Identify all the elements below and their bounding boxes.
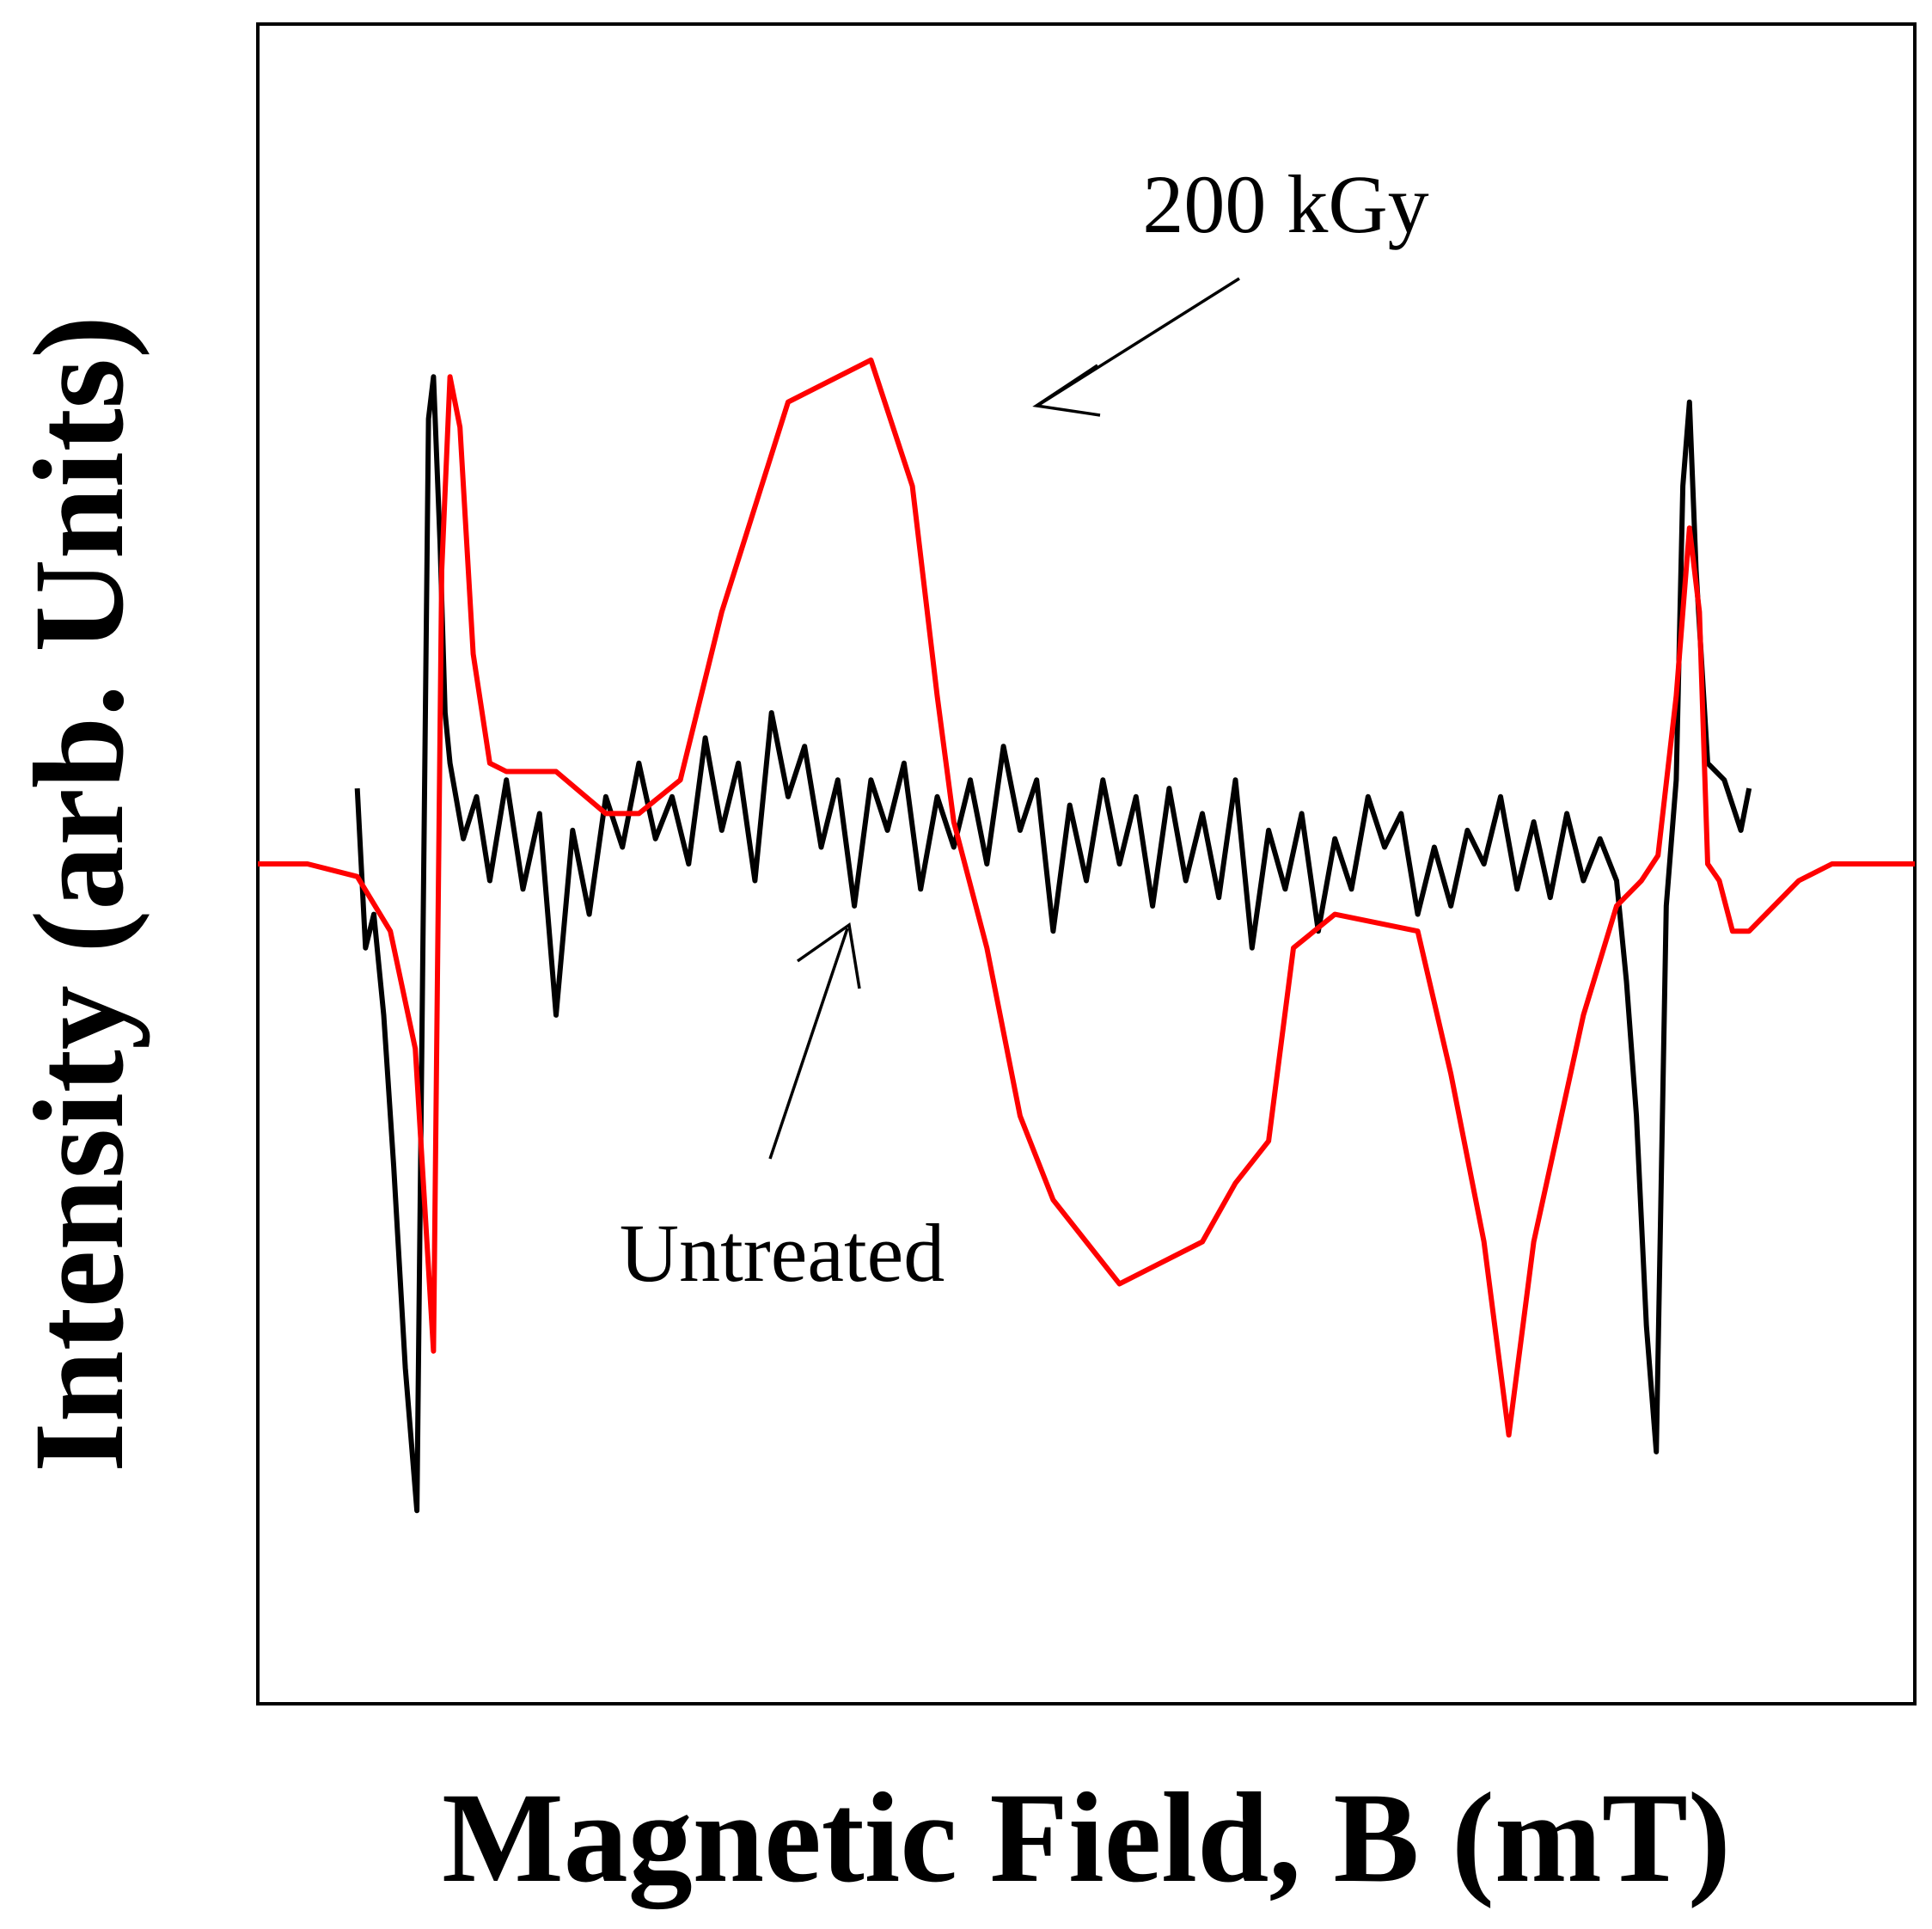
annotation-arrow-untreated [768, 922, 861, 1160]
y-axis-title: Intensity (arb. Units) [8, 315, 150, 1473]
series-line-200-kgy [258, 357, 1915, 1438]
annotation-arrow-200kgy [1032, 277, 1240, 417]
series-line-untreated [354, 374, 1752, 1514]
series-layer [258, 357, 1915, 1514]
annotation-untreated: Untreated [620, 1207, 945, 1299]
annotation-200kgy: 200 kGy [1142, 158, 1428, 250]
x-axis-title: Magnetic Field, B (mT) [442, 1767, 1731, 1909]
